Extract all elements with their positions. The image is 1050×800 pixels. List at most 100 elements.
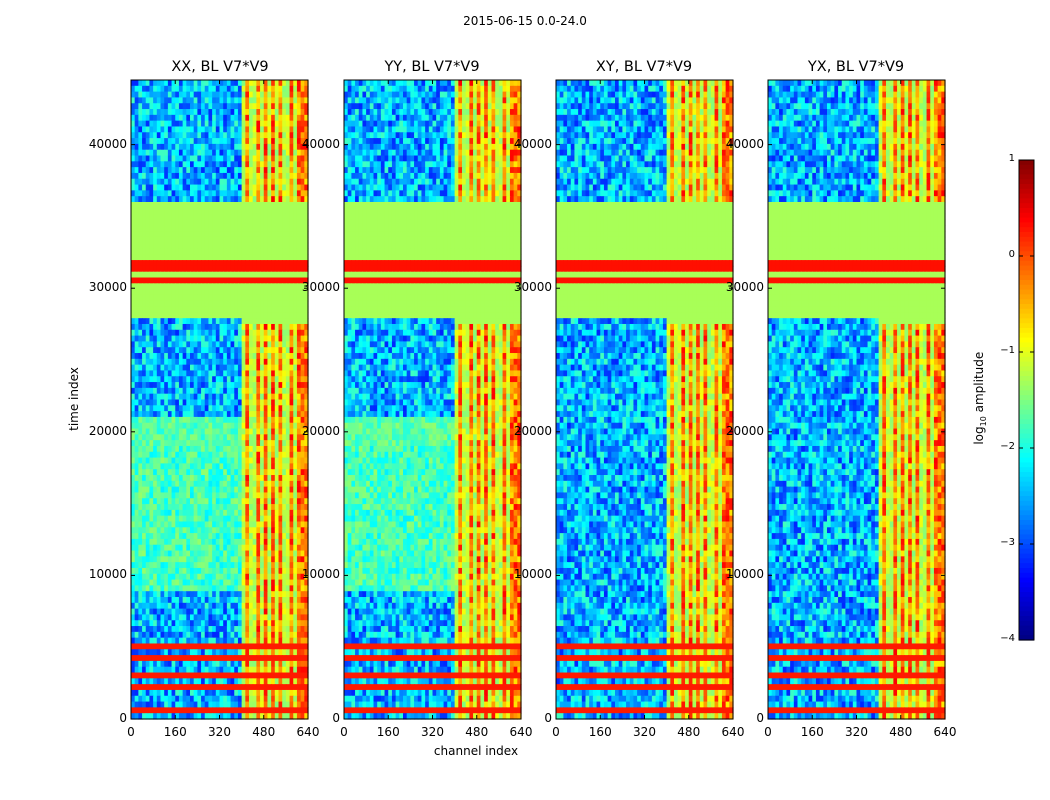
- heatmap-cell: [260, 608, 265, 616]
- heatmap-cell: [282, 353, 287, 360]
- heatmap-cell: [186, 341, 191, 348]
- heatmap-cell: [156, 387, 162, 395]
- heatmap-cell: [249, 637, 254, 645]
- heatmap-cell: [304, 533, 309, 540]
- heatmap-cell: [260, 294, 265, 302]
- heatmap-cell: [274, 544, 280, 552]
- heatmap-cell: [212, 201, 217, 209]
- heatmap-cell: [182, 265, 187, 273]
- heatmap-cell: [153, 579, 158, 586]
- heatmap-cell: [249, 167, 254, 174]
- heatmap-cell: [186, 184, 191, 191]
- heatmap-cell: [274, 85, 280, 93]
- heatmap-cell: [219, 533, 224, 540]
- heatmap-cell: [219, 451, 224, 459]
- heatmap-cell: [190, 172, 195, 180]
- heatmap-cell: [215, 109, 221, 116]
- heatmap-cell: [167, 248, 173, 255]
- heatmap-cell: [186, 509, 191, 517]
- heatmap-cell: [160, 405, 165, 412]
- heatmap-cell: [149, 97, 154, 104]
- heatmap-cell: [304, 178, 309, 186]
- heatmap-cell: [182, 533, 187, 540]
- heatmap-cell: [282, 126, 287, 133]
- heatmap-cell: [237, 109, 243, 116]
- heatmap-cell: [190, 335, 195, 343]
- heatmap-cell: [245, 103, 250, 110]
- heatmap-cell: [263, 138, 269, 145]
- heatmap-cell: [160, 585, 165, 592]
- heatmap-cell: [278, 196, 283, 203]
- heatmap-cell: [219, 498, 224, 505]
- heatmap-cell: [208, 178, 213, 186]
- heatmap-cell: [300, 143, 305, 151]
- heatmap-cell: [197, 213, 202, 221]
- heatmap-cell: [241, 620, 246, 627]
- heatmap-cell: [293, 97, 298, 104]
- heatmap-cell: [208, 678, 213, 685]
- heatmap-cell: [267, 155, 272, 162]
- heatmap-cell: [167, 637, 173, 645]
- heatmap-cell: [267, 573, 272, 581]
- heatmap-cell: [190, 515, 195, 523]
- heatmap-cell: [230, 660, 235, 668]
- heatmap-cell: [131, 80, 136, 87]
- heatmap-cell: [249, 515, 254, 523]
- heatmap-cell: [138, 411, 143, 418]
- heatmap-cell: [164, 457, 169, 464]
- heatmap-cell: [164, 480, 169, 488]
- heatmap-cell: [234, 109, 239, 116]
- heatmap-cell: [252, 184, 257, 191]
- heatmap-cell: [230, 318, 235, 325]
- heatmap-cell: [241, 85, 246, 93]
- heatmap-cell: [256, 527, 261, 534]
- heatmap-cell: [134, 480, 139, 488]
- heatmap-cell: [164, 422, 169, 430]
- heatmap-cell: [263, 521, 269, 528]
- heatmap-cell: [160, 364, 165, 372]
- heatmap-cell: [245, 643, 250, 650]
- heatmap-cell: [245, 451, 250, 459]
- heatmap-cell: [282, 236, 287, 244]
- heatmap-cell: [245, 631, 250, 639]
- heatmap-cell: [274, 219, 280, 226]
- heatmap-cell: [300, 85, 305, 93]
- heatmap-cell: [156, 631, 162, 639]
- heatmap-cell: [208, 138, 213, 145]
- heatmap-cell: [249, 475, 254, 482]
- heatmap-cell: [186, 138, 191, 145]
- heatmap-cell: [300, 486, 305, 494]
- heatmap-cell: [249, 329, 254, 337]
- heatmap-cell: [282, 451, 287, 459]
- heatmap-cell: [190, 242, 195, 250]
- heatmap-cell: [245, 231, 250, 238]
- heatmap-cell: [252, 649, 257, 656]
- heatmap-cell: [219, 353, 224, 360]
- heatmap-cell: [201, 469, 206, 476]
- heatmap-cell: [300, 207, 305, 215]
- heatmap-cell: [296, 358, 302, 366]
- heatmap-cell: [226, 149, 232, 157]
- heatmap-cell: [252, 620, 257, 627]
- heatmap-cell: [193, 428, 198, 435]
- heatmap-cell: [197, 562, 202, 569]
- heatmap-cell: [245, 504, 250, 511]
- heatmap-cell: [167, 521, 173, 528]
- heatmap-cell: [237, 347, 243, 354]
- heatmap-cell: [149, 573, 154, 581]
- heatmap-cell: [260, 364, 265, 372]
- heatmap-cell: [167, 602, 173, 610]
- heatmap-cell: [271, 527, 276, 534]
- heatmap-cell: [223, 440, 228, 447]
- heatmap-cell: [289, 329, 294, 337]
- heatmap-cell: [304, 329, 309, 337]
- heatmap-cell: [160, 469, 165, 476]
- heatmap-cell: [293, 498, 298, 505]
- heatmap-cell: [300, 364, 305, 372]
- heatmap-cell: [234, 434, 239, 441]
- heatmap-cell: [267, 475, 272, 482]
- heatmap-cell: [289, 167, 294, 174]
- heatmap-cell: [278, 138, 283, 145]
- heatmap-cell: [241, 91, 246, 99]
- heatmap-cell: [285, 120, 291, 128]
